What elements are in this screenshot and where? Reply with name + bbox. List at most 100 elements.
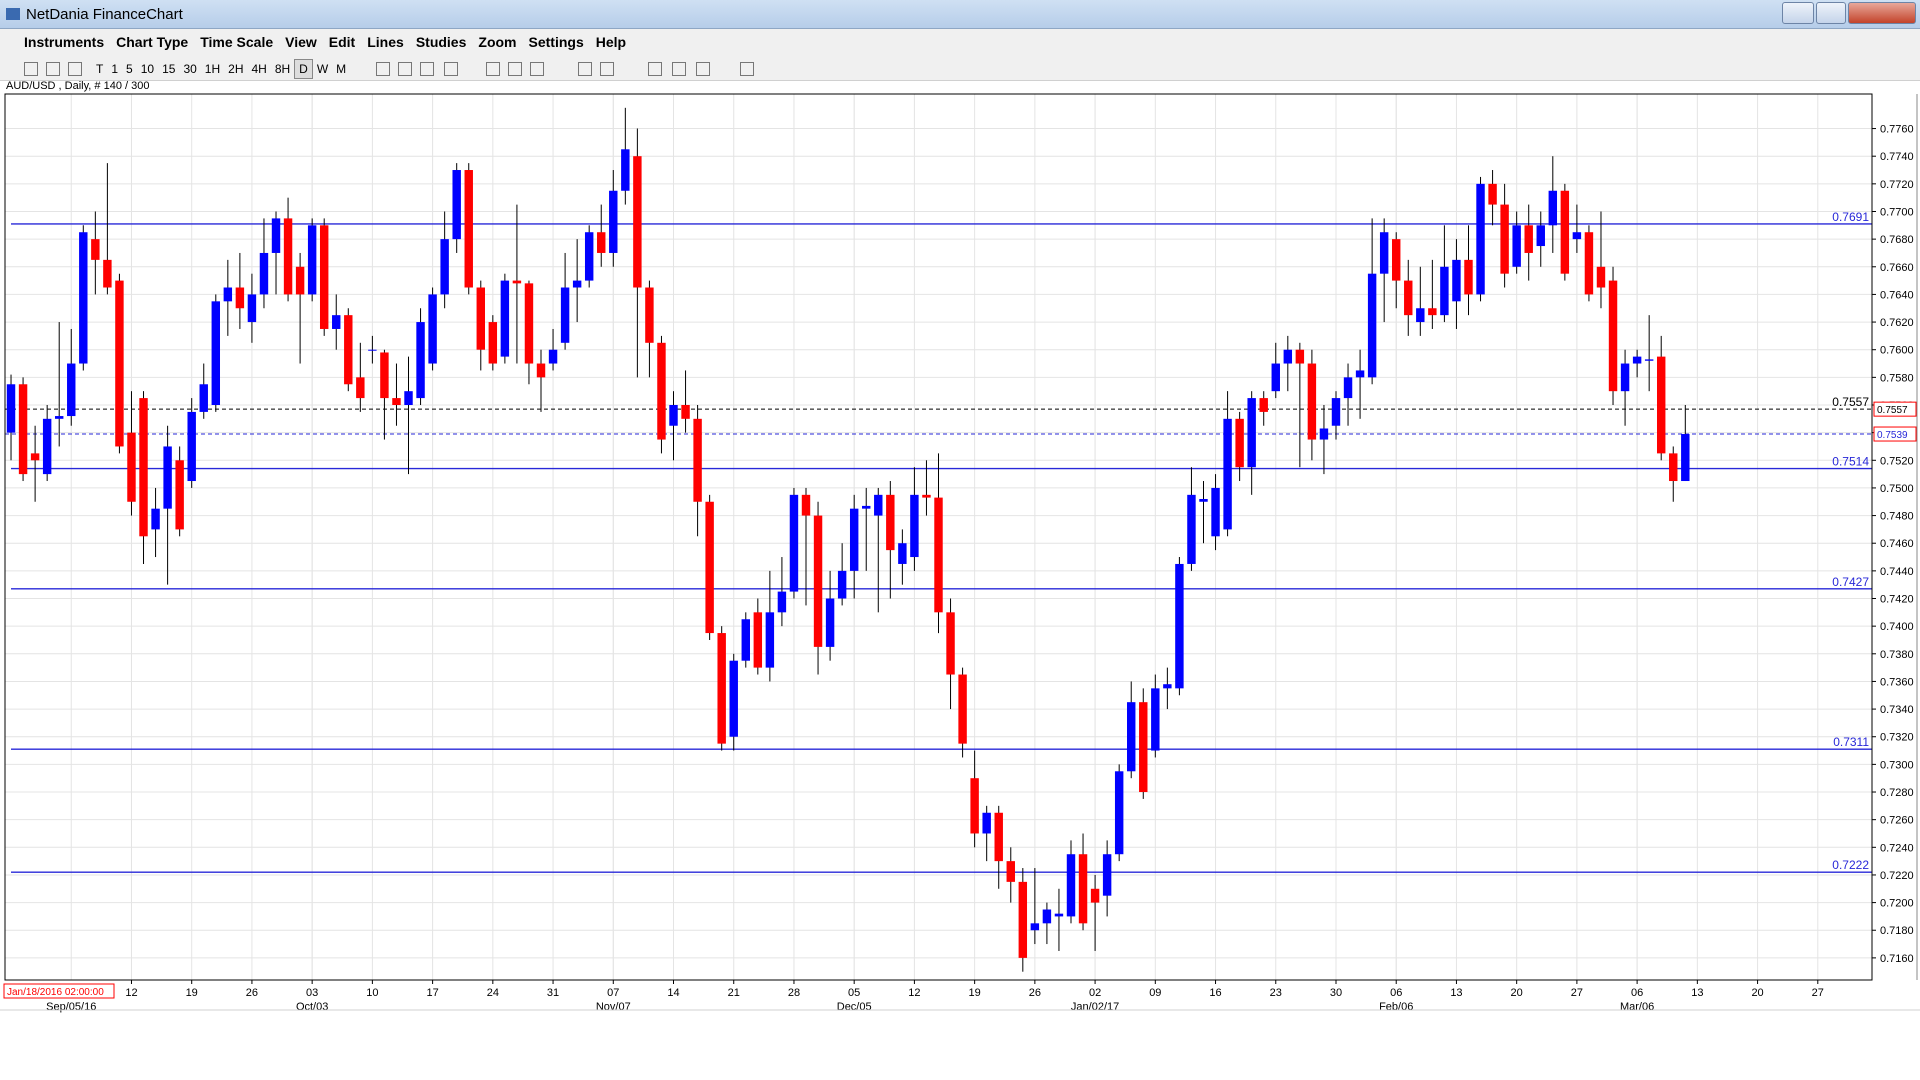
candle-body (1295, 349, 1305, 364)
tool-icon[interactable] (578, 62, 592, 76)
candle-body (645, 287, 654, 343)
tool-icon[interactable] (46, 62, 60, 76)
y-tick-label: 0.7280 (1880, 787, 1914, 799)
timeframe-button[interactable]: D (294, 59, 313, 79)
x-tick-label: 16 (1209, 987, 1221, 999)
timeframe-button[interactable]: 8H (274, 62, 291, 76)
candle-body (1054, 913, 1064, 917)
candle-body (946, 612, 955, 675)
x-tick-label: 24 (487, 987, 499, 999)
candle-body (1163, 684, 1172, 689)
candle-body (1211, 487, 1220, 537)
candle-body (681, 404, 690, 419)
menu-item[interactable]: Time Scale (200, 34, 274, 50)
tool-icon[interactable] (740, 62, 754, 76)
candle-body (958, 674, 967, 744)
tool-icon[interactable] (68, 62, 82, 76)
candle-body (1199, 498, 1208, 502)
candle-body (1392, 239, 1401, 281)
menu-item[interactable]: Lines (367, 34, 404, 50)
tool-icon[interactable] (24, 62, 38, 76)
candle-body (163, 446, 172, 509)
menu-item[interactable]: Chart Type (116, 34, 189, 50)
timeframe-button[interactable]: 30 (183, 62, 197, 76)
x-tick-label: 05 (848, 987, 860, 999)
x-tick-label: 10 (366, 987, 378, 999)
x-major-label: Oct/03 (296, 1001, 328, 1013)
tool-icon[interactable] (600, 62, 614, 76)
window-title: NetDania FinanceChart (26, 6, 183, 23)
tool-icon[interactable] (376, 62, 390, 76)
candle-body (657, 342, 666, 440)
x-tick-label: 02 (1089, 987, 1101, 999)
timeframe-button[interactable]: 1 (111, 62, 119, 76)
tool-icon[interactable] (672, 62, 686, 76)
chart-subtitle: AUD/USD , Daily, # 140 / 300 (6, 80, 149, 92)
candle-body (67, 363, 76, 417)
tool-icon[interactable] (648, 62, 662, 76)
x-tick-label: 27 (1571, 987, 1583, 999)
x-tick-label: 20 (1751, 987, 1763, 999)
candle-body (211, 301, 221, 405)
candle-body (488, 322, 498, 364)
cursor-label: Jan/18/2016 02:00:00 (7, 987, 104, 998)
close-button[interactable] (1848, 2, 1916, 24)
menu-item[interactable]: Settings (528, 34, 584, 50)
toolbar: T 1 5 10 15 30 1H 2H 4H 8H D W M (0, 56, 1920, 81)
candle-body (910, 494, 919, 558)
candle-body (1464, 259, 1473, 295)
candle-body (1127, 702, 1136, 772)
timeframe-button[interactable]: W (316, 62, 329, 76)
menu-item[interactable]: Zoom (478, 34, 517, 50)
candle-body (332, 315, 341, 329)
level-label: 0.7427 (1832, 575, 1869, 589)
timeframe-button[interactable]: M (336, 62, 347, 76)
timeframe-button[interactable]: 15 (162, 62, 176, 76)
candle-body (1608, 280, 1618, 392)
y-tick-label: 0.7340 (1880, 704, 1914, 716)
x-major-label: Dec/05 (837, 1001, 872, 1013)
y-tick-label: 0.7180 (1880, 925, 1914, 937)
menu-item[interactable]: Instruments (24, 34, 105, 50)
candle-body (934, 497, 943, 613)
x-tick-label: 20 (1511, 987, 1523, 999)
timeframe-button[interactable]: 2H (228, 62, 244, 76)
candle-body (1620, 363, 1630, 392)
menu-item[interactable]: View (285, 34, 317, 50)
tool-icon[interactable] (508, 62, 522, 76)
x-major-label: Feb/06 (1379, 1001, 1413, 1013)
y-tick-label: 0.7300 (1880, 759, 1914, 771)
timeframe-button[interactable]: 5 (126, 62, 133, 76)
candle-body (283, 218, 293, 295)
timeframe-button[interactable]: 4H (251, 62, 267, 76)
tool-icon[interactable] (420, 62, 434, 76)
tool-icon[interactable] (530, 62, 544, 76)
tool-icon[interactable] (398, 62, 412, 76)
tool-icon[interactable] (444, 62, 458, 76)
candle-body (572, 280, 582, 288)
tool-icon[interactable] (486, 62, 500, 76)
candle-body (1042, 909, 1052, 924)
candle-body (1536, 225, 1545, 247)
candle-body (669, 404, 678, 426)
timeframe-button[interactable]: 10 (140, 62, 155, 76)
y-tick-label: 0.7500 (1880, 483, 1914, 495)
candle-body (464, 170, 473, 288)
candle-body (440, 239, 449, 295)
menu-item[interactable]: Edit (328, 34, 356, 50)
x-tick-label: 13 (1691, 987, 1703, 999)
y-tick-label: 0.7720 (1880, 179, 1914, 191)
timeframe-button[interactable]: T (96, 62, 104, 76)
menu-item[interactable]: Help (595, 34, 627, 50)
timeframe-button[interactable]: 1H (204, 62, 221, 76)
y-tick-label: 0.7320 (1880, 732, 1914, 744)
candle-body (295, 266, 305, 295)
minimize-button[interactable] (1782, 2, 1814, 24)
x-tick-label: 31 (547, 987, 559, 999)
x-tick-label: 23 (1270, 987, 1282, 999)
menu-item[interactable]: Studies (415, 34, 467, 50)
tool-icon[interactable] (696, 62, 710, 76)
candle-body (970, 778, 979, 834)
maximize-button[interactable] (1816, 2, 1846, 24)
